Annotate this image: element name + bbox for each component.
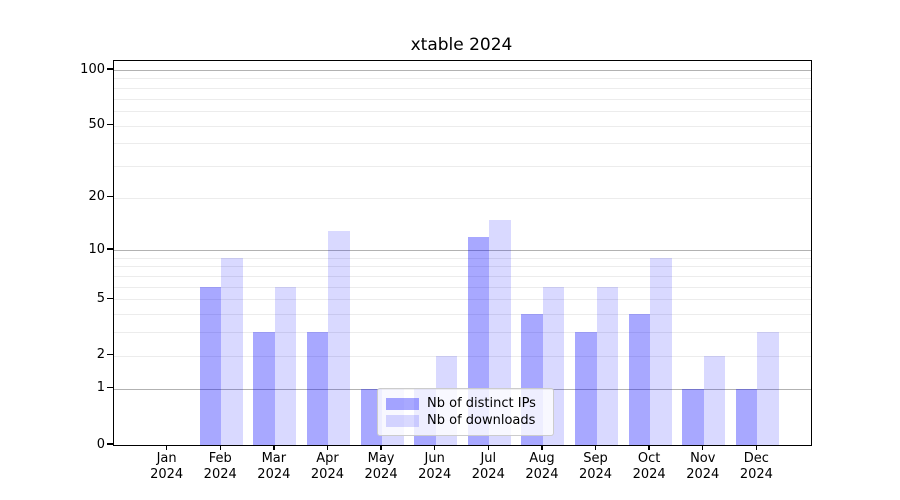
y-tick-label: 1 — [96, 380, 105, 396]
x-tick-label-nov: Nov 2024 — [686, 451, 720, 482]
y-tick-mark — [107, 68, 113, 70]
x-tick-label-mar: Mar 2024 — [257, 451, 291, 482]
gridline-minor — [114, 276, 811, 278]
gridline-minor — [114, 125, 811, 127]
x-tick-mark — [273, 445, 275, 450]
gridline-minor — [114, 110, 811, 112]
y-tick-mark — [107, 443, 113, 445]
y-tick-label: 100 — [80, 61, 105, 77]
x-tick-mark — [541, 445, 543, 450]
x-tick-label-aug: Aug 2024 — [525, 451, 559, 482]
bar-apr-s0 — [306, 332, 329, 445]
bar-mar-s1 — [274, 286, 297, 445]
gridline-minor — [114, 299, 811, 301]
y-tick-label: 20 — [88, 189, 105, 205]
bar-feb-s0 — [199, 286, 222, 445]
bar-sep-s1 — [596, 286, 619, 445]
x-tick-mark — [165, 445, 168, 450]
bar-oct-s0 — [628, 314, 651, 445]
y-tick-mark — [107, 386, 113, 389]
x-tick-label-feb: Feb 2024 — [203, 451, 237, 482]
x-tick-mark — [702, 445, 704, 450]
y-tick-label: 5 — [96, 290, 105, 306]
x-tick-mark — [755, 445, 758, 450]
y-tick-mark — [107, 123, 113, 126]
gridline-minor — [114, 143, 811, 145]
bar-mar-s0 — [253, 332, 275, 445]
x-tick-mark — [326, 445, 329, 450]
legend-row: Nb of downloads — [386, 412, 545, 429]
bar-nov-s1 — [703, 355, 726, 445]
bar-oct-s1 — [650, 257, 672, 445]
gridline-minor — [114, 87, 811, 89]
x-tick-label-oct: Oct 2024 — [632, 451, 666, 482]
x-tick-mark — [648, 445, 650, 450]
gridline-minor — [114, 355, 811, 357]
x-tick-mark — [433, 445, 436, 450]
gridline-minor — [114, 257, 811, 259]
gridline-minor — [114, 266, 811, 268]
x-tick-label-jun: Jun 2024 — [418, 451, 452, 482]
y-tick-label: 10 — [88, 241, 105, 257]
x-tick-mark — [487, 445, 489, 450]
x-tick-mark — [380, 445, 382, 450]
y-tick-mark — [107, 297, 113, 300]
bar-feb-s1 — [221, 257, 243, 445]
gridline-minor — [114, 98, 811, 100]
gridline-minor — [114, 78, 811, 80]
y-tick-label: 50 — [88, 117, 105, 133]
gridline-minor — [114, 286, 811, 288]
gridline-major — [114, 250, 811, 252]
gridline-minor — [114, 332, 811, 334]
gridline-minor — [114, 197, 811, 199]
x-tick-label-dec: Dec 2024 — [739, 451, 773, 482]
x-tick-label-sep: Sep 2024 — [578, 451, 613, 482]
bar-may-s0 — [360, 388, 383, 445]
legend-row: Nb of distinct IPs — [386, 395, 545, 412]
legend-swatch-downloads — [386, 414, 419, 427]
bar-apr-s1 — [328, 230, 350, 445]
bar-nov-s0 — [682, 388, 704, 445]
gridline-minor — [114, 314, 811, 316]
gridline-major — [114, 70, 811, 71]
x-tick-label-apr: Apr 2024 — [310, 451, 344, 482]
legend-swatch-distinct-ips — [386, 397, 419, 410]
y-tick-mark — [107, 248, 113, 250]
legend-label-distinct-ips: Nb of distinct IPs — [427, 396, 536, 411]
bar-dec-s0 — [735, 388, 758, 445]
y-tick-label: 2 — [96, 347, 105, 363]
gridline-minor — [114, 165, 811, 167]
y-tick-mark — [107, 195, 113, 198]
x-tick-mark — [219, 445, 221, 450]
chart-title: xtable 2024 — [410, 35, 513, 55]
bar-sep-s0 — [575, 332, 597, 445]
x-tick-label-jan: Jan 2024 — [150, 451, 184, 482]
bar-dec-s1 — [757, 332, 779, 445]
legend: Nb of distinct IPs Nb of downloads — [377, 388, 554, 436]
x-tick-label-may: May 2024 — [364, 451, 398, 482]
x-tick-label-jul: Jul 2024 — [471, 451, 505, 482]
y-tick-mark — [107, 354, 113, 356]
legend-label-downloads: Nb of downloads — [427, 413, 536, 428]
y-tick-label: 0 — [96, 436, 105, 452]
x-tick-mark — [594, 445, 597, 450]
